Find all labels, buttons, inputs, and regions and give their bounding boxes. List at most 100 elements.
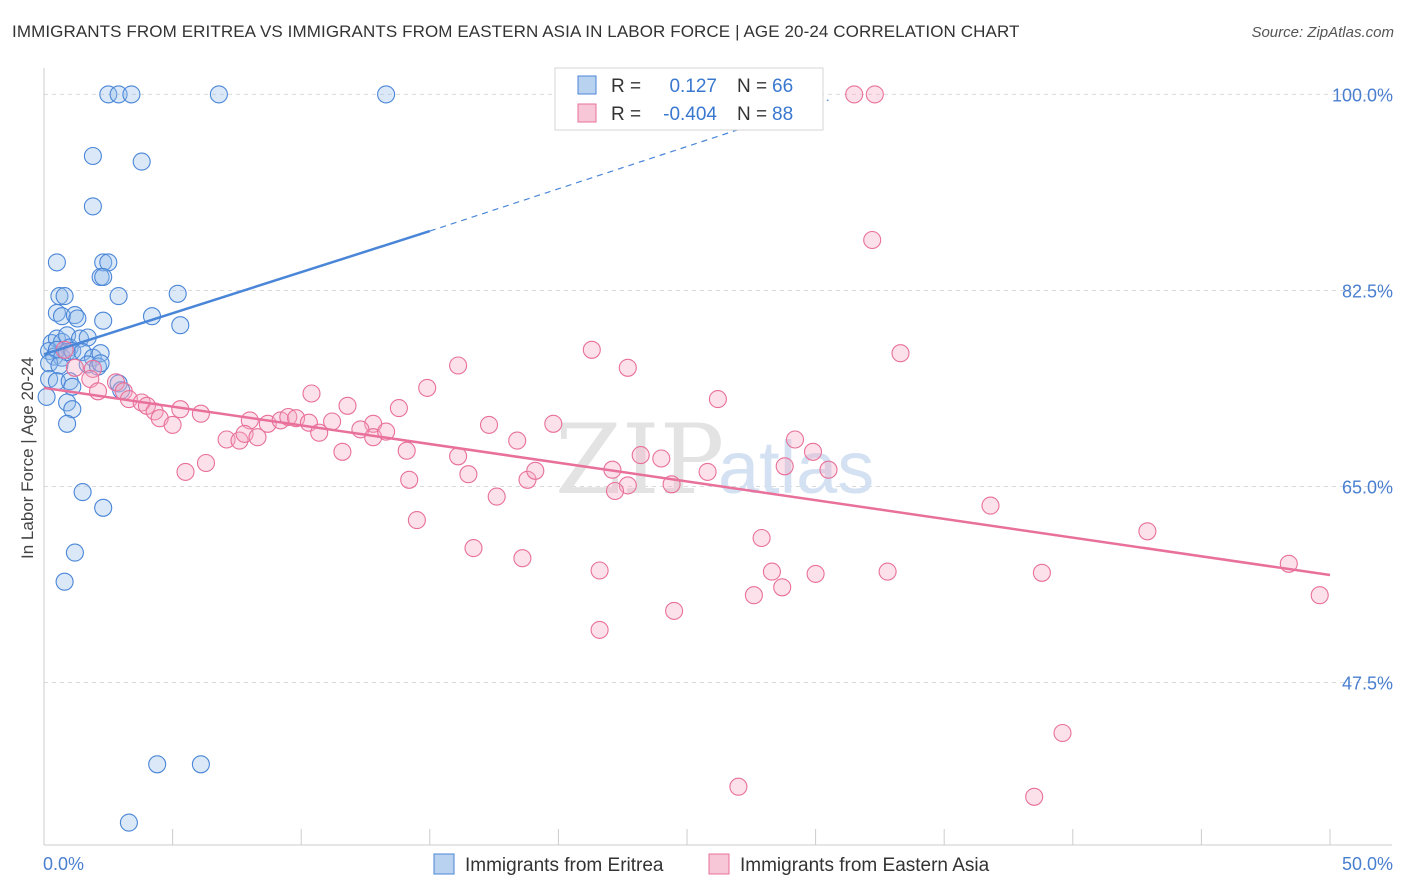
axes xyxy=(43,68,1392,846)
point-eritrea-61 xyxy=(119,813,138,832)
point-eastern-asia-50 xyxy=(631,446,650,465)
point-eastern-asia-61 xyxy=(400,470,419,489)
watermark-zip: ZIP xyxy=(555,404,724,516)
point-eastern-asia-55 xyxy=(459,465,478,484)
point-eastern-asia-37 xyxy=(217,430,236,449)
point-eastern-asia-26 xyxy=(163,415,182,434)
point-eritrea-57 xyxy=(65,543,84,562)
point-eritrea-17 xyxy=(47,303,66,322)
point-eritrea-56 xyxy=(94,498,113,517)
point-eritrea-51 xyxy=(37,387,56,406)
point-eritrea-16 xyxy=(168,284,187,303)
data-points xyxy=(37,85,1329,832)
source-credit: Source: ZipAtlas.com xyxy=(1251,24,1394,41)
point-eritrea-59 xyxy=(148,755,167,774)
watermark-atlas: atlas xyxy=(718,426,874,509)
point-eastern-asia-66 xyxy=(605,481,625,501)
point-eastern-asia-22 xyxy=(302,384,321,403)
point-eastern-asia-6 xyxy=(618,358,637,377)
x-tick-label-0: 0.0% xyxy=(43,854,84,874)
n-value-eritrea: 66 xyxy=(772,76,793,97)
point-eastern-asia-1 xyxy=(865,85,884,104)
point-eritrea-18 xyxy=(52,307,72,326)
point-eastern-asia-59 xyxy=(775,457,794,476)
point-eastern-asia-36 xyxy=(544,414,563,433)
point-eritrea-39 xyxy=(91,344,110,363)
point-eastern-asia-4 xyxy=(891,344,910,363)
point-eastern-asia-71 xyxy=(513,549,532,568)
point-eastern-asia-69 xyxy=(1138,522,1157,541)
legend-swatch-eastern-asia xyxy=(708,853,730,875)
point-eastern-asia-53 xyxy=(176,462,195,481)
trend-eastern-asia xyxy=(43,386,1331,577)
point-eastern-asia-80 xyxy=(773,578,792,597)
point-eastern-asia-21 xyxy=(191,404,210,423)
stats-legend: R = 0.127 N = 66 R = -0.404 N = 88 xyxy=(554,67,824,131)
point-eritrea-6 xyxy=(132,152,151,171)
point-eastern-asia-72 xyxy=(752,528,771,548)
point-eritrea-19 xyxy=(65,306,84,325)
point-eritrea-5 xyxy=(83,146,102,166)
point-eritrea-1 xyxy=(109,85,128,104)
legend-swatch-eritrea xyxy=(433,853,455,875)
trend-eritrea-extension xyxy=(429,99,829,232)
point-eritrea-7 xyxy=(83,197,102,216)
point-eritrea-2 xyxy=(122,85,141,104)
point-eastern-asia-75 xyxy=(806,564,825,583)
point-eastern-asia-54 xyxy=(196,453,216,473)
point-eritrea-15 xyxy=(109,287,128,306)
point-eastern-asia-0 xyxy=(845,85,864,104)
n-label-eritrea: N = xyxy=(737,76,767,97)
point-eritrea-8 xyxy=(47,253,66,272)
point-eastern-asia-25 xyxy=(708,390,727,409)
point-eastern-asia-48 xyxy=(397,441,416,460)
point-eritrea-60 xyxy=(191,755,210,774)
point-eastern-asia-83 xyxy=(590,620,609,639)
r-label-eastern-asia: R = xyxy=(611,104,641,125)
point-eastern-asia-57 xyxy=(526,461,545,480)
trend-lines xyxy=(43,99,1331,577)
point-eastern-asia-51 xyxy=(652,449,671,468)
point-eritrea-21 xyxy=(94,311,113,330)
point-eastern-asia-70 xyxy=(464,539,483,558)
point-eritrea-10 xyxy=(99,253,118,272)
tick-labels: 100.0% 82.5% 65.0% 47.5% 0.0% 50.0% xyxy=(43,85,1393,874)
y-tick-label-0: 100.0% xyxy=(1332,85,1393,105)
point-eritrea-4 xyxy=(377,85,396,104)
point-eastern-asia-2 xyxy=(863,230,882,250)
point-eastern-asia-67 xyxy=(407,511,426,530)
point-eritrea-3 xyxy=(209,85,228,104)
point-eastern-asia-40 xyxy=(248,428,267,447)
point-eastern-asia-84 xyxy=(1053,723,1072,743)
chart-title: IMMIGRANTS FROM ERITREA VS IMMIGRANTS FR… xyxy=(12,22,1020,41)
eastern-asia-swatch xyxy=(577,103,597,123)
point-eastern-asia-60 xyxy=(819,460,838,479)
point-eritrea-54 xyxy=(58,414,77,433)
point-eastern-asia-49 xyxy=(449,447,468,466)
point-eastern-asia-73 xyxy=(590,561,609,580)
point-eritrea-58 xyxy=(55,572,74,591)
gridlines xyxy=(44,93,1392,684)
point-eritrea-20 xyxy=(68,309,87,328)
point-eastern-asia-45 xyxy=(508,431,527,450)
trend-eritrea xyxy=(43,229,431,356)
y-axis-label: In Labor Force | Age 20-24 xyxy=(18,357,37,559)
point-eastern-asia-68 xyxy=(981,496,1000,515)
point-eastern-asia-79 xyxy=(744,586,763,605)
point-eritrea-23 xyxy=(171,316,190,335)
point-eastern-asia-82 xyxy=(665,601,684,620)
stats-legend-frame xyxy=(554,67,824,131)
y-tick-label-3: 47.5% xyxy=(1342,674,1393,694)
point-eastern-asia-77 xyxy=(1032,563,1051,582)
point-eastern-asia-86 xyxy=(1025,787,1044,806)
point-eastern-asia-14 xyxy=(418,378,437,397)
point-eastern-asia-3 xyxy=(582,340,601,359)
eritrea-swatch xyxy=(577,75,597,95)
point-eastern-asia-47 xyxy=(333,442,352,461)
point-eastern-asia-76 xyxy=(878,562,897,581)
x-tick-label-1: 50.0% xyxy=(1342,854,1393,874)
r-value-eastern-asia: -0.404 xyxy=(663,104,717,125)
point-eastern-asia-24 xyxy=(389,399,408,418)
point-eritrea-14 xyxy=(55,287,74,306)
